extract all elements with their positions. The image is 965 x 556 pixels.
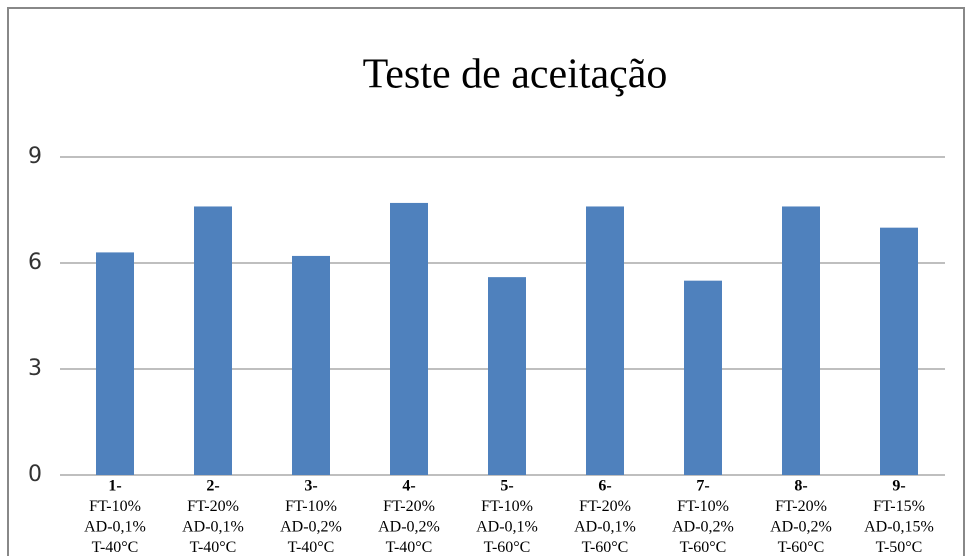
y-tick-label: 9 xyxy=(28,144,42,169)
x-tick-label: 8- xyxy=(794,478,807,495)
x-tick-label: 1- xyxy=(108,478,121,495)
x-tick-label: 9- xyxy=(892,478,905,495)
x-tick-label: AD-0,15% xyxy=(864,519,934,536)
x-tick-label: FT-20% xyxy=(775,498,827,515)
y-tick-label: 0 xyxy=(28,462,42,487)
bar xyxy=(194,206,232,475)
x-tick-label: AD-0,2% xyxy=(378,519,440,536)
bar xyxy=(488,277,526,475)
x-tick-label: AD-0,2% xyxy=(770,519,832,536)
chart-frame xyxy=(7,7,965,556)
bar xyxy=(782,206,820,475)
x-tick-label: FT-15% xyxy=(873,498,925,515)
x-tick-label: T-60°C xyxy=(582,539,629,556)
bar xyxy=(96,252,134,475)
chart-title: Teste de aceitação xyxy=(363,52,668,98)
x-tick-label: AD-0,2% xyxy=(672,519,734,536)
bar xyxy=(390,202,428,475)
bar xyxy=(684,280,722,475)
y-tick-label: 3 xyxy=(28,356,42,381)
x-tick-label: T-60°C xyxy=(680,539,727,556)
x-tick-label: 2- xyxy=(206,478,219,495)
bar xyxy=(880,227,918,475)
x-tick-label: T-40°C xyxy=(92,539,139,556)
x-tick-label: FT-20% xyxy=(579,498,631,515)
bar xyxy=(292,255,330,475)
x-tick-label: FT-10% xyxy=(89,498,141,515)
x-tick-label: 6- xyxy=(598,478,611,495)
x-tick-label: 4- xyxy=(402,478,415,495)
x-tick-label: T-60°C xyxy=(484,539,531,556)
x-tick-label: FT-20% xyxy=(383,498,435,515)
bar xyxy=(586,206,624,475)
x-tick-label: AD-0,2% xyxy=(280,519,342,536)
x-tick-label: 5- xyxy=(500,478,513,495)
x-tick-label: T-40°C xyxy=(190,539,237,556)
x-tick-label: FT-10% xyxy=(677,498,729,515)
x-tick-label: 7- xyxy=(696,478,709,495)
x-tick-label: FT-10% xyxy=(285,498,337,515)
x-tick-label: AD-0,1% xyxy=(574,519,636,536)
x-tick-label: T-40°C xyxy=(288,539,335,556)
x-tick-label: AD-0,1% xyxy=(476,519,538,536)
x-tick-label: T-60°C xyxy=(778,539,825,556)
x-tick-label: AD-0,1% xyxy=(84,519,146,536)
x-tick-label: AD-0,1% xyxy=(182,519,244,536)
x-tick-label: FT-10% xyxy=(481,498,533,515)
x-tick-label: T-40°C xyxy=(386,539,433,556)
x-tick-label: FT-20% xyxy=(187,498,239,515)
x-tick-label: 3- xyxy=(304,478,317,495)
y-tick-label: 6 xyxy=(28,250,42,275)
x-tick-label: T-50°C xyxy=(876,539,923,556)
